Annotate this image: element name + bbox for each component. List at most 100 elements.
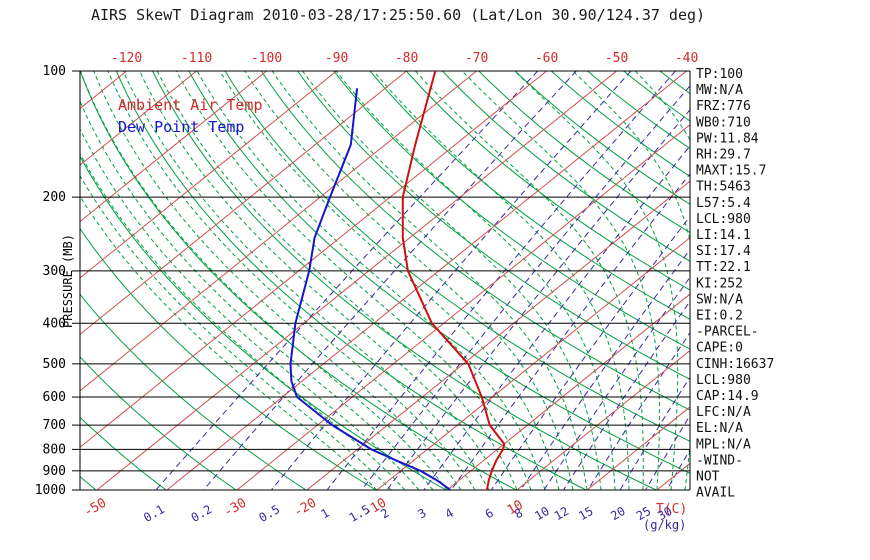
- stat-line: LCL:980: [696, 212, 751, 227]
- stat-line: MPL:N/A: [696, 437, 751, 452]
- stat-line: LCL:980: [696, 373, 751, 388]
- dry-adiabat-line: [333, 71, 690, 350]
- legend-dew-point-label: Dew Point Temp: [118, 118, 244, 136]
- stat-line: SI:17.4: [696, 244, 751, 259]
- pressure-tick-label: 900: [43, 464, 66, 479]
- moist-adiabat-line: [80, 71, 448, 490]
- isotherm-line: [80, 71, 407, 336]
- top-temp-label: -50: [605, 51, 628, 66]
- mixing-unit-label: (g/kg): [643, 518, 686, 532]
- mixing-ratio-label: 10: [532, 504, 552, 523]
- mixing-ratio-line: [423, 145, 690, 490]
- stat-line: MAXT:15.7: [696, 164, 766, 179]
- isotherm-line: [586, 406, 690, 490]
- mixing-ratio-label: 0.1: [141, 502, 167, 525]
- moist-adiabat-line: [175, 71, 532, 490]
- dry-adiabat-line: [260, 71, 690, 411]
- stat-line: LFC:N/A: [696, 405, 751, 420]
- stat-line: FRZ:776: [696, 99, 751, 114]
- dry-adiabat-line: [405, 71, 690, 291]
- stat-line: TP:100: [696, 67, 743, 82]
- moist-adiabat-line: [572, 71, 690, 490]
- isotherm-line: [80, 71, 337, 279]
- stat-line: SW:N/A: [696, 292, 743, 307]
- dry-adiabat-line: [769, 71, 870, 490]
- moist-adiabat-line: [373, 71, 630, 490]
- stat-line: -WIND-: [696, 453, 743, 468]
- moist-adiabat-line: [219, 71, 560, 490]
- stat-line: TH:5463: [696, 180, 751, 195]
- mixing-ratio-line: [563, 300, 690, 490]
- stat-line: WB0:710: [696, 115, 751, 130]
- moist-adiabat-line: [244, 71, 574, 490]
- top-temp-label: -70: [465, 51, 488, 66]
- stat-line: AVAIL: [696, 486, 735, 501]
- dry-adiabat-line: [80, 155, 447, 490]
- mixing-ratio-label: 20: [608, 504, 628, 523]
- mixing-ratio-label: 6: [483, 506, 496, 522]
- moist-adiabat-line: [514, 71, 679, 490]
- mixing-ratio-label: 25: [634, 504, 654, 523]
- pressure-axis-label: PRESSURE (MB): [61, 234, 75, 328]
- isotherm-line: [166, 71, 687, 490]
- stat-line: EL:N/A: [696, 421, 743, 436]
- moist-adiabat-line: [415, 71, 644, 490]
- pressure-tick-label: 800: [43, 442, 66, 457]
- dry-adiabat-line: [442, 71, 690, 262]
- mixing-ratio-label: 30: [655, 504, 675, 523]
- isotherm-line: [80, 71, 477, 392]
- dry-adiabat-line: [805, 71, 870, 490]
- top-temp-label: -60: [535, 51, 558, 66]
- stat-line: RH:29.7: [696, 148, 751, 163]
- pressure-tick-label: 200: [43, 190, 66, 205]
- isotherm-line: [306, 180, 690, 490]
- mixing-ratio-label: 15: [576, 504, 596, 523]
- isotherm-line: [96, 71, 617, 490]
- dry-adiabat-line: [80, 227, 377, 490]
- pressure-tick-label: 600: [43, 390, 66, 405]
- dry-adiabat-line: [841, 71, 870, 490]
- temp-unit-label: T(C): [656, 502, 687, 517]
- moist-adiabat-line: [107, 71, 476, 490]
- isotherm-line: [376, 236, 690, 490]
- mixing-ratio-line: [386, 109, 690, 490]
- stat-line: L57:5.4: [696, 196, 751, 211]
- bottom-temp-label: 10: [505, 498, 526, 519]
- pressure-tick-label: 1000: [35, 483, 66, 498]
- top-temp-label: -100: [251, 51, 282, 66]
- stat-line: KI:252: [696, 276, 743, 291]
- bottom-temp-label: -20: [291, 496, 319, 521]
- dry-adiabat-line: [188, 71, 690, 474]
- pressure-tick-label: 100: [43, 64, 66, 79]
- stat-line: CINH:16637: [696, 357, 774, 372]
- stat-line: TT:22.1: [696, 260, 751, 275]
- stat-line: MW:N/A: [696, 83, 743, 98]
- stat-line: PW:11.84: [696, 131, 759, 146]
- isotherm-line: [80, 71, 197, 166]
- dry-adiabat-line: [115, 71, 587, 490]
- pressure-tick-label: 700: [43, 418, 66, 433]
- stat-line: CAPE:0: [696, 341, 743, 356]
- top-temp-label: -40: [675, 51, 698, 66]
- isotherm-line: [236, 124, 690, 490]
- stat-line: LI:14.1: [696, 228, 751, 243]
- moist-adiabat-line: [93, 71, 462, 490]
- mixing-ratio-line: [490, 215, 690, 490]
- moist-adiabat-line: [122, 71, 490, 490]
- moist-adiabat-line: [80, 195, 378, 490]
- mixing-ratio-line: [520, 248, 690, 490]
- dry-adiabat-line: [224, 71, 690, 442]
- isotherm-line: [656, 462, 690, 490]
- pressure-tick-label: 500: [43, 357, 66, 372]
- isotherm-line: [80, 71, 547, 448]
- isotherm-line: [80, 71, 267, 223]
- dry-adiabat-line: [587, 71, 690, 150]
- stat-line: CAP:14.9: [696, 389, 759, 404]
- plot-background: [80, 71, 870, 490]
- top-temp-label: -120: [111, 51, 142, 66]
- pressure-tick-label: 300: [43, 264, 66, 279]
- isotherm-line: [516, 349, 690, 490]
- mixing-ratio-label: 12: [552, 504, 572, 523]
- chart-layers: [72, 70, 870, 491]
